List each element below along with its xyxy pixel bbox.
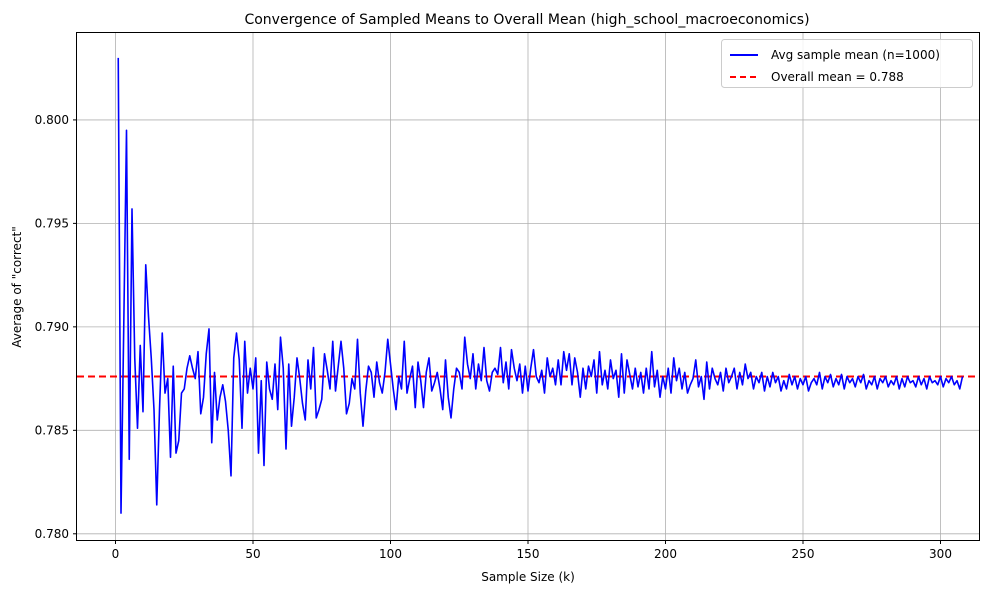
y-tick-label: 0.790 xyxy=(35,320,69,334)
y-tick-label: 0.780 xyxy=(35,527,69,541)
x-tick-label: 150 xyxy=(517,547,540,561)
x-tick-label: 50 xyxy=(245,547,260,561)
y-axis: 0.780 0.785 0.790 0.795 0.800 xyxy=(35,113,77,541)
legend-mean-label: Overall mean = 0.788 xyxy=(771,70,904,84)
x-axis-label: Sample Size (k) xyxy=(481,570,575,584)
x-tick-label: 250 xyxy=(792,547,815,561)
x-tick-label: 0 xyxy=(112,547,120,561)
grid xyxy=(77,33,979,540)
series-layer xyxy=(117,57,964,514)
x-tick-label: 100 xyxy=(379,547,402,561)
legend-series-label: Avg sample mean (n=1000) xyxy=(771,48,940,62)
legend-box xyxy=(721,39,973,88)
x-axis: 0 50 100 150 200 250 300 xyxy=(112,540,952,561)
y-axis-label: Average of "correct" xyxy=(10,226,24,348)
chart-title: Convergence of Sampled Means to Overall … xyxy=(244,12,809,28)
x-tick-label: 300 xyxy=(929,547,952,561)
y-tick-label: 0.795 xyxy=(35,216,69,230)
legend: Avg sample mean (n=1000) Overall mean = … xyxy=(721,39,973,88)
series-line-avg-sample-mean xyxy=(117,57,964,514)
y-tick-label: 0.800 xyxy=(35,113,69,127)
y-tick-label: 0.785 xyxy=(35,423,69,437)
x-tick-label: 200 xyxy=(654,547,677,561)
